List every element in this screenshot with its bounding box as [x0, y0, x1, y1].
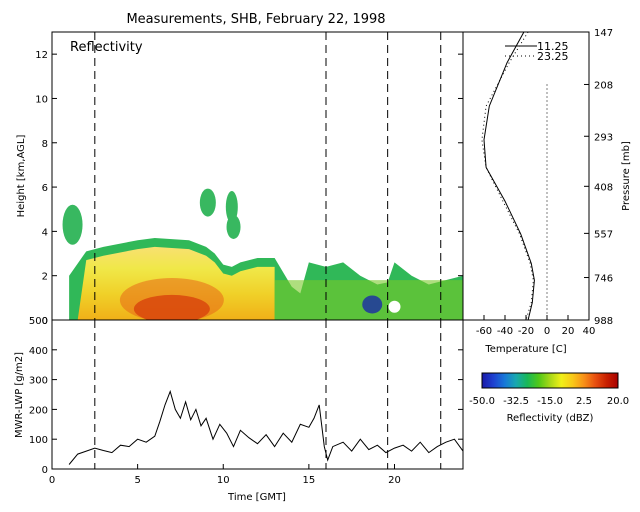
y-tick-label: 100 [29, 435, 48, 446]
y-tick-label: 10 [35, 94, 48, 105]
y-tick-label: 0 [42, 316, 48, 327]
lwp-panel: 0 5 10 15 20 0 100 200 300 400 500 Time [GMT] MWR… [14, 316, 464, 503]
y-tick-label: 557 [594, 229, 613, 240]
x-tick-label: 0 [544, 326, 550, 337]
cloud-echo [225, 191, 238, 224]
reflectivity-y-label: Height [km,AGL] [16, 135, 27, 218]
x-tick-label: 0 [49, 475, 55, 486]
y-tick-label: 147 [594, 28, 613, 39]
x-tick-label: 20 [388, 475, 401, 486]
lwp-series [68, 389, 464, 465]
y-tick-label: 500 [29, 316, 48, 327]
y-tick-label: 408 [594, 182, 613, 193]
colorbar-ticks: -50.0 -32.5 -15.0 2.5 20.0 [469, 396, 629, 407]
pressure-y-label: Pressure [mb] [621, 141, 632, 211]
y-tick-label: 988 [594, 316, 613, 327]
x-tick-label: -40 [497, 326, 513, 337]
reflectivity-panel: Reflectivity 0 2 4 6 8 10 12 Height [km,AGL] [16, 31, 464, 327]
cloud-echo [199, 188, 216, 217]
y-tick-label: 400 [29, 346, 48, 357]
legend-label: 23.25 [537, 50, 569, 63]
y-tick-label: 6 [42, 183, 48, 194]
y-tick-label: 12 [35, 50, 48, 61]
figure-title: Measurements, SHB, February 22, 1998 [126, 12, 385, 27]
temperature-series-23.25 [481, 31, 534, 321]
y-tick-label: 8 [42, 139, 48, 150]
colorbar-tick-label: 2.5 [576, 396, 592, 407]
y-tick-label: 200 [29, 405, 48, 416]
temperature-series-11.25 [483, 31, 535, 321]
colorbar-tick-label: -15.0 [537, 396, 563, 407]
reflectivity-panel-label: Reflectivity [70, 40, 143, 55]
reflectivity-dashed-markers [94, 32, 442, 320]
cloud-echo [62, 204, 83, 245]
time-x-label: Time [GMT] [227, 492, 286, 503]
colorbar-gradient [481, 372, 619, 389]
temperature-frame [462, 31, 590, 321]
x-tick-label: 15 [303, 475, 316, 486]
y-tick-label: 746 [594, 274, 613, 285]
y-tick-label: 300 [29, 376, 48, 387]
cloud-high-reflectivity [119, 278, 224, 320]
lwp-y-label: MWR-LWP [g/m2] [14, 352, 25, 438]
x-tick-label: -20 [518, 326, 534, 337]
y-tick-label: 0 [42, 465, 48, 476]
y-tick-label: 293 [594, 132, 613, 143]
lwp-line [68, 389, 464, 465]
temperature-series [481, 31, 548, 321]
colorbar-tick-label: 20.0 [607, 396, 629, 407]
cloud-low-reflectivity [362, 295, 383, 314]
colorbar-tick-label: -32.5 [503, 396, 529, 407]
pressure-y-axis: 147 208 293 408 557 746 988 [584, 28, 613, 327]
colorbar-label: Reflectivity (dBZ) [507, 413, 594, 424]
x-tick-label: 20 [562, 326, 575, 337]
lwp-dashed-markers [94, 320, 442, 469]
time-x-axis: 0 5 10 15 20 [49, 464, 401, 486]
y-tick-label: 4 [42, 227, 48, 238]
legend-label: 11.25 [537, 40, 569, 53]
colorbar-tick-label: -50.0 [469, 396, 495, 407]
cloud-echo [226, 214, 241, 239]
x-tick-label: 10 [217, 475, 230, 486]
x-tick-label: -60 [476, 326, 492, 337]
reflectivity-image [62, 188, 463, 320]
temperature-x-axis: -60 -40 -20 0 20 40 [476, 315, 596, 337]
y-tick-label: 208 [594, 80, 613, 91]
lwp-y-axis: 0 100 200 300 400 500 [29, 316, 463, 476]
lwp-frame [51, 319, 464, 470]
temperature-x-label: Temperature [C] [484, 344, 566, 355]
colorbar: -50.0 -32.5 -15.0 2.5 20.0 Reflectivity (dBZ… [469, 372, 629, 424]
x-tick-label: 40 [583, 326, 596, 337]
cloud-gap [388, 300, 401, 313]
temperature-panel: -60 -40 -20 0 20 40 147 208 293 408 557 746 988 11.… [462, 28, 632, 355]
x-tick-label: 5 [134, 475, 140, 486]
y-tick-label: 2 [42, 272, 48, 283]
